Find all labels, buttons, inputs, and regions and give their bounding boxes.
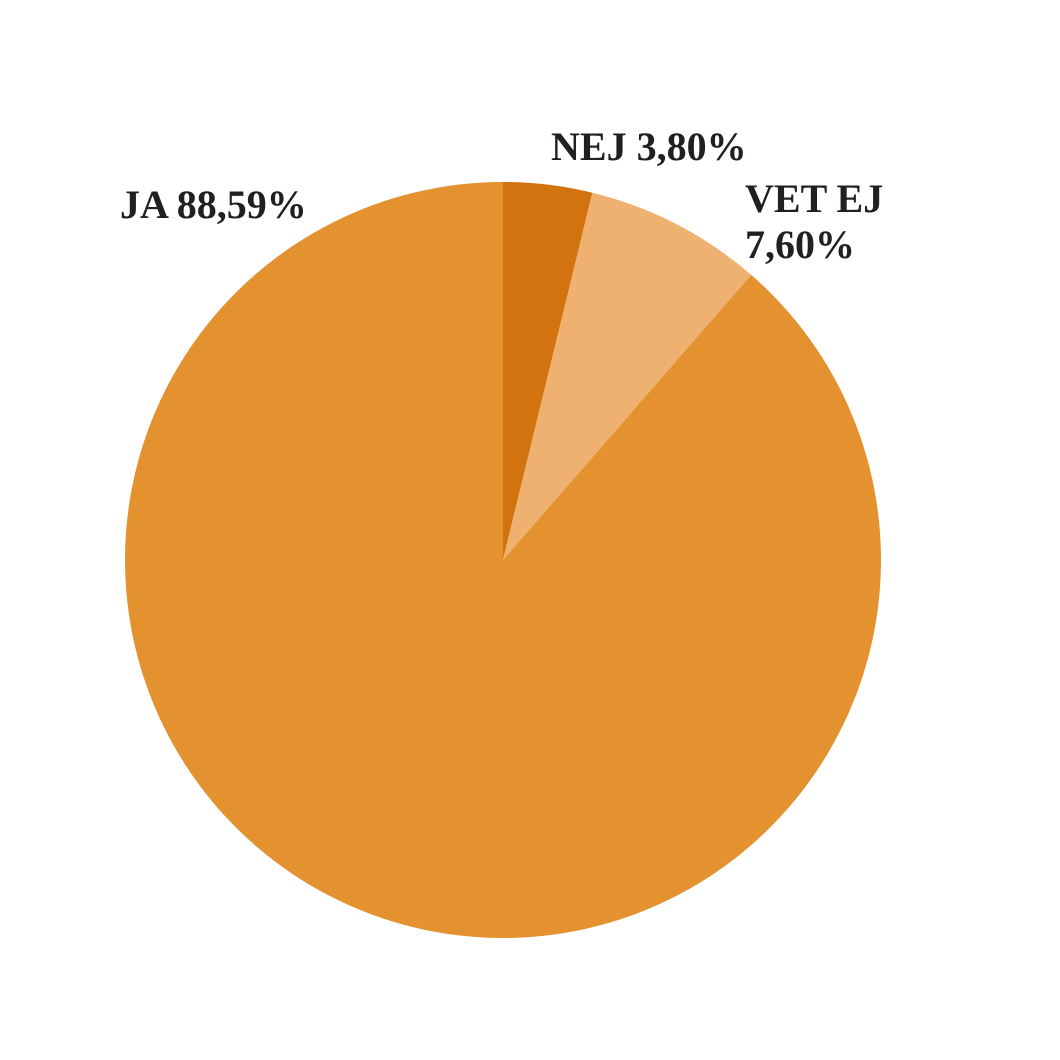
pie-slice (503, 182, 593, 560)
slice-category: NEJ (551, 124, 627, 169)
slice-value-label: 3,80% (637, 124, 747, 169)
slice-label: JA 88,59% (120, 182, 307, 227)
slice-value-label: 88,59% (177, 182, 307, 227)
slice-value-label: 7,60% (745, 222, 855, 267)
pie-slice (503, 192, 752, 560)
slice-category: VET EJ (745, 176, 883, 221)
slice-category: JA (120, 182, 169, 227)
pie-slice (124, 182, 881, 938)
slice-label: NEJ 3,80% (551, 124, 747, 169)
